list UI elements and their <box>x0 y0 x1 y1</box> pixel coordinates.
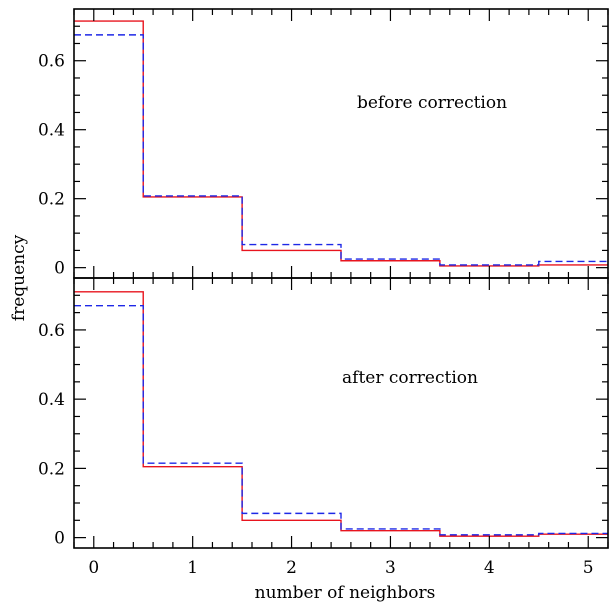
y-tick-label: 0.4 <box>38 121 65 141</box>
y-tick-label: 0 <box>54 259 65 279</box>
x-tick-label: 4 <box>484 558 495 578</box>
series-solid-line <box>74 20 608 267</box>
x-tick-label: 2 <box>286 558 297 578</box>
y-axis-label: frequency <box>9 234 29 321</box>
plot-frame <box>73 8 609 279</box>
x-tick-label: 0 <box>88 558 99 578</box>
panel-1: 0 0.2 0.4 0.6 before correction <box>38 8 609 279</box>
series-dashed-line <box>74 34 608 266</box>
y-tick-label: 0.4 <box>38 390 65 410</box>
y-tick-label: 0 <box>54 529 65 549</box>
x-tick-label: 3 <box>385 558 396 578</box>
panel-annotation: before correction <box>357 93 507 113</box>
panel-annotation: after correction <box>342 368 478 388</box>
x-tick-label: 5 <box>583 558 594 578</box>
x-axis-label: number of neighbors <box>255 583 436 603</box>
x-tick-label: 1 <box>187 558 198 578</box>
y-tick-label: 0.6 <box>38 321 65 341</box>
y-tick-label: 0.2 <box>38 190 65 210</box>
panel-2: 0 0.2 0.4 0.6 0 1 2 3 4 5 after correction <box>38 277 609 578</box>
y-tick-label: 0.6 <box>38 52 65 72</box>
series-dashed-line <box>74 304 608 536</box>
plot-frame <box>73 277 609 549</box>
series-solid-line <box>74 291 608 537</box>
y-tick-label: 0.2 <box>38 459 65 479</box>
